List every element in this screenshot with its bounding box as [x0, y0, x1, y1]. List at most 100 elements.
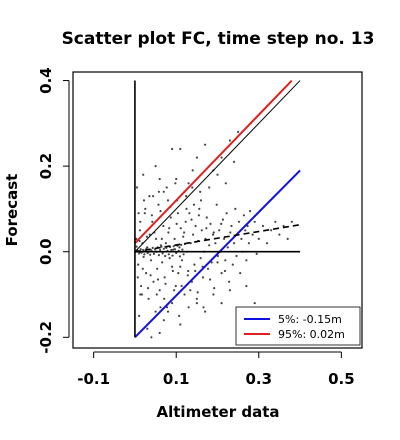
data-point [162, 319, 165, 322]
data-point [172, 248, 175, 251]
data-point [199, 257, 202, 260]
data-point [168, 257, 171, 260]
data-point [261, 224, 264, 228]
y-axis: -0.2 0.0 0.2 0.4 [37, 67, 70, 354]
y-tick-label: 0.4 [37, 67, 55, 94]
plot-frame [72, 71, 363, 349]
data-point [230, 224, 233, 228]
data-point [167, 253, 170, 256]
data-point [257, 237, 260, 240]
data-point [142, 173, 145, 176]
data-point [145, 272, 148, 275]
data-point [226, 246, 229, 249]
data-point [152, 252, 155, 255]
data-point [142, 255, 145, 258]
data-point [221, 218, 224, 221]
data-point [228, 139, 231, 142]
data-point [140, 284, 143, 288]
x-axis-label: Altimeter data [157, 403, 280, 421]
data-point [159, 248, 162, 252]
data-point [202, 306, 205, 309]
data-point [249, 210, 252, 213]
data-point [168, 227, 171, 230]
data-point [224, 182, 227, 185]
data-point [142, 199, 146, 202]
data-point [215, 203, 218, 206]
data-point [232, 160, 236, 163]
data-point [220, 272, 223, 275]
data-point [197, 214, 200, 217]
data-point [139, 248, 142, 251]
data-point [160, 237, 163, 240]
data-point [244, 229, 247, 232]
data-point [220, 302, 223, 305]
data-point [211, 233, 215, 236]
data-point [194, 269, 197, 273]
data-point [192, 233, 195, 236]
data-point [205, 227, 208, 230]
data-point [242, 214, 245, 217]
data-point [286, 237, 289, 240]
data-point [167, 231, 170, 234]
data-point [196, 291, 199, 294]
data-point [201, 276, 205, 279]
data-point [161, 252, 164, 255]
data-point [138, 314, 141, 317]
data-point [164, 282, 167, 285]
data-point [183, 231, 186, 234]
data-point [162, 247, 165, 250]
data-point [162, 224, 165, 228]
data-point [158, 289, 161, 292]
data-point [245, 259, 248, 262]
data-point [159, 306, 162, 309]
data-point [138, 252, 141, 255]
data-point [218, 229, 221, 232]
data-point [220, 222, 223, 225]
data-point [171, 147, 174, 151]
x-tick-label: 0.5 [328, 370, 355, 388]
data-point [253, 220, 256, 223]
data-point [166, 310, 170, 313]
data-point [251, 233, 254, 236]
data-point [212, 231, 215, 234]
data-point [180, 284, 183, 288]
data-point [209, 278, 212, 281]
data-point [234, 207, 237, 210]
data-point [138, 229, 141, 232]
data-point [149, 274, 152, 277]
data-point [177, 272, 180, 275]
data-point [173, 237, 176, 240]
data-point [195, 297, 198, 300]
data-point [245, 284, 248, 288]
data-point [160, 245, 163, 248]
data-point [135, 186, 139, 189]
data-point [278, 233, 281, 236]
data-point [145, 247, 148, 250]
data-point [188, 212, 191, 215]
x-tick-label: 0.3 [245, 370, 272, 388]
data-point [205, 216, 208, 219]
data-point [282, 224, 285, 228]
data-point [135, 245, 138, 248]
data-point [143, 253, 146, 256]
data-point [163, 297, 166, 300]
data-point [179, 227, 182, 230]
data-point [154, 237, 158, 240]
data-point [171, 302, 174, 305]
data-point [235, 254, 238, 258]
data-point [162, 190, 165, 193]
data-point [192, 203, 196, 206]
data-point [189, 289, 192, 292]
data-point [157, 190, 160, 193]
data-point [220, 156, 223, 159]
legend: 5%: -0.15m 95%: 0.02m [235, 306, 361, 346]
data-point [147, 287, 150, 290]
data-point [232, 242, 236, 245]
data-point [204, 310, 207, 313]
data-point [200, 229, 203, 232]
data-point [247, 242, 250, 245]
data-point [182, 235, 185, 238]
legend-label-95pct: 95%: 0.02m [278, 328, 345, 341]
data-point [255, 252, 258, 255]
data-point [157, 254, 160, 257]
